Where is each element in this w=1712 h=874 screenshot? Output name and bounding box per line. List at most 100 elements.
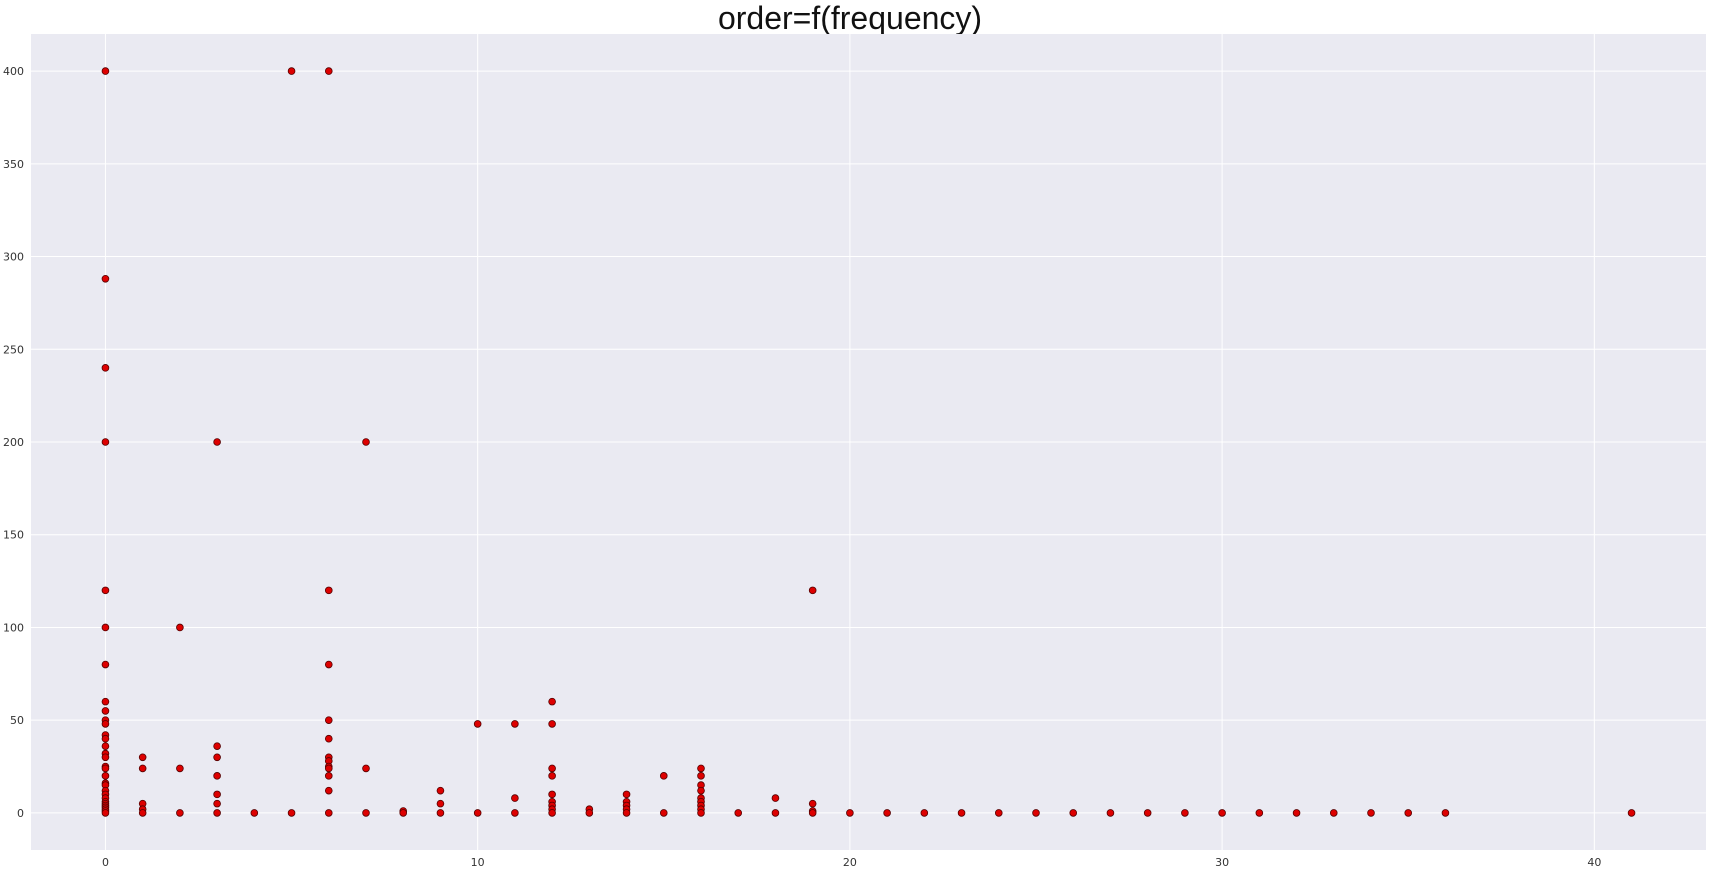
scatter-point [213,790,221,799]
scatter-point [622,790,631,799]
scatter-point [213,438,221,446]
scatter-point [1181,809,1189,817]
scatter-point [548,764,556,773]
scatter-point [697,809,705,817]
y-tick-label: 100 [3,621,24,634]
scatter-point [436,799,445,808]
scatter-point [808,586,817,595]
scatter-point [548,720,556,728]
scatter-point [213,772,221,780]
scatter-point [101,753,110,762]
scatter-point [436,809,445,817]
scatter-point [399,809,408,817]
x-tick-label: 10 [471,856,485,869]
scatter-point [1255,809,1264,817]
scatter-point [101,438,110,446]
scatter-point [101,67,110,75]
scatter-point [176,623,184,632]
scatter-point [548,772,556,780]
scatter-point [138,764,147,773]
scatter-point [511,809,519,817]
scatter-point [659,809,668,817]
scatter-point [101,720,110,728]
scatter-point [176,764,184,773]
scatter-point [101,707,110,715]
scatter-point [213,799,221,808]
scatter-point [101,697,110,706]
scatter-point [697,772,705,780]
scatter-point [213,753,221,762]
scatter-point [622,809,631,817]
scatter-point [324,586,333,595]
scatter-point [324,786,333,795]
scatter-point [883,809,891,817]
scatter-point [697,786,705,795]
y-tick-label: 200 [3,436,24,449]
grid-lines [31,34,1706,850]
scatter-point [697,764,705,773]
scatter-point [287,809,296,817]
scatter-point [1292,809,1301,817]
data-points [101,67,1636,817]
scatter-point [287,67,296,75]
scatter-point [473,809,482,817]
scatter-point [101,742,110,750]
y-tick-label: 400 [3,65,24,78]
scatter-point [846,809,854,817]
scatter-point [101,274,110,283]
scatter-point [324,716,333,724]
scatter-point [1032,809,1040,817]
scatter-point [436,786,445,795]
scatter-point [138,753,147,762]
scatter-point [1106,809,1115,817]
scatter-point [1143,809,1152,817]
scatter-point [1441,809,1450,817]
scatter-point [213,742,221,750]
scatter-point [213,809,221,817]
scatter-point [473,720,482,728]
scatter-point [548,809,556,817]
scatter-point [324,809,333,817]
y-tick-label: 0 [17,807,24,820]
y-tick-label: 250 [3,343,24,356]
scatter-point [101,623,110,632]
scatter-point [101,660,110,669]
scatter-point [1367,809,1375,817]
scatter-point [1069,809,1078,817]
scatter-point [771,794,780,802]
scatter-point [920,809,929,817]
scatter-point [324,67,333,75]
scatter-point [101,809,110,817]
scatter-point [324,772,333,780]
scatter-point [176,809,184,817]
scatter-point [101,772,110,780]
scatter-point [324,734,333,743]
scatter-point [511,720,519,728]
scatter-point [250,809,259,817]
scatter-point [362,809,370,817]
scatter-point [101,734,110,743]
scatter-point [324,660,333,669]
scatter-point [1627,809,1636,817]
scatter-point [362,764,370,773]
scatter-point [101,586,110,595]
y-tick-label: 50 [10,714,24,727]
scatter-point [101,764,110,773]
x-tick-label: 20 [843,856,857,869]
scatter-point [808,799,817,808]
scatter-point [1329,809,1338,817]
scatter-point [138,809,147,817]
scatter-point [585,809,594,817]
scatter-point [957,809,966,817]
y-tick-label: 350 [3,158,24,171]
scatter-point [362,438,370,446]
chart-title: order=f(frequency) [718,0,982,36]
scatter-point [808,809,817,817]
scatter-point [1218,809,1226,817]
scatter-point [734,809,743,817]
scatter-point [1404,809,1413,817]
scatter-point [548,697,556,706]
scatter-point [994,809,1003,817]
